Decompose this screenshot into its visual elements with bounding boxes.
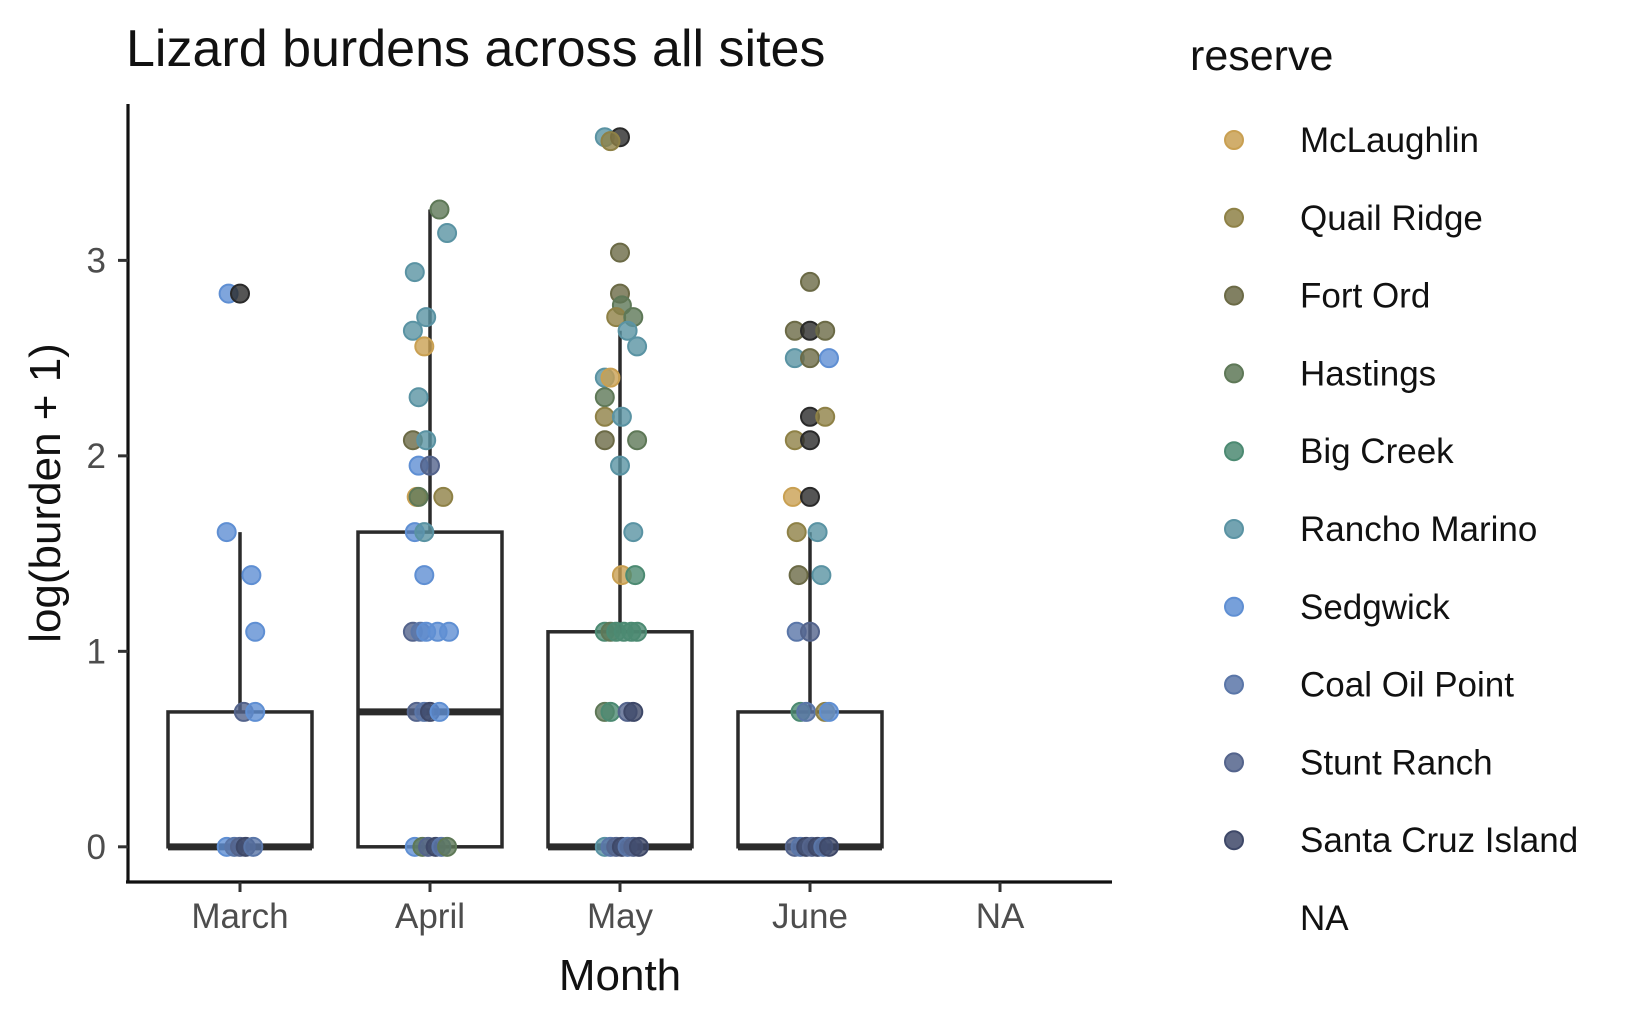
legend-key: [1224, 363, 1244, 384]
data-point: [610, 455, 630, 476]
data-point: [594, 430, 615, 451]
legend-key: [1224, 130, 1244, 150]
y-axis-ticks: 0 1 2 3: [87, 241, 128, 867]
data-point: [241, 565, 262, 586]
legend-key: [1224, 519, 1244, 539]
data-point: [815, 406, 836, 427]
x-axis-title: Month: [559, 951, 681, 1000]
legend-key: [1224, 752, 1244, 773]
data-point: [617, 320, 638, 341]
data-point: [627, 430, 648, 451]
data-point: [800, 486, 820, 507]
box-iqr: [356, 530, 504, 849]
data-point: [629, 836, 649, 857]
legend-label: Fort Ord: [1300, 277, 1430, 316]
data-point: [625, 565, 646, 586]
legend-label: Santa Cruz Island: [1300, 821, 1578, 860]
y-tick-label: 1: [87, 632, 106, 671]
data-point: [429, 199, 450, 220]
legend-label: Big Creek: [1300, 432, 1454, 471]
data-point: [627, 336, 648, 357]
data-point: [420, 455, 440, 476]
legend-key: [1224, 674, 1244, 695]
x-axis-ticks: March April May June NA: [191, 882, 1025, 936]
data-point: [439, 621, 459, 642]
data-point: [216, 522, 237, 543]
box-iqr: [546, 630, 694, 849]
data-point: [414, 336, 435, 357]
legend: McLaughlin Quail Ridge Fort Ord Hastings Big…: [1224, 121, 1578, 938]
data-point: [433, 486, 454, 507]
x-tick-label: April: [395, 897, 465, 936]
legend-label: Stunt Ranch: [1300, 743, 1493, 782]
data-point: [414, 522, 435, 543]
data-point: [819, 701, 839, 722]
legend-key: [1224, 596, 1244, 617]
legend-label: NA: [1300, 899, 1349, 938]
y-tick-label: 3: [87, 241, 106, 280]
x-tick-label: NA: [976, 897, 1025, 936]
data-point: [627, 621, 648, 642]
y-tick-label: 0: [87, 828, 106, 867]
data-point: [807, 522, 828, 543]
x-tick-label: June: [772, 897, 848, 936]
data-point: [594, 387, 615, 408]
legend-key: [1224, 830, 1244, 851]
data-point: [414, 565, 435, 586]
data-point: [800, 271, 820, 292]
data-point: [404, 262, 425, 283]
legend-key: [1224, 285, 1244, 306]
legend-key: [1224, 207, 1244, 228]
data-point: [815, 320, 836, 341]
data-point: [800, 430, 820, 451]
legend-label: McLaughlin: [1300, 121, 1479, 160]
data-point: [623, 701, 644, 722]
data-point: [819, 348, 839, 369]
data-point: [594, 406, 615, 427]
chart-title: Lizard burdens across all sites: [126, 20, 825, 78]
legend-key: [1224, 441, 1244, 462]
data-point: [782, 486, 803, 507]
x-tick-label: May: [587, 897, 654, 936]
data-point: [623, 522, 644, 543]
data-point: [800, 621, 820, 642]
legend-label: Sedgwick: [1300, 588, 1450, 627]
data-point: [429, 701, 450, 722]
data-point: [611, 406, 632, 427]
data-point: [819, 836, 839, 857]
y-axis-title: log(burden + 1): [21, 343, 70, 643]
data-point: [600, 131, 621, 152]
data-point: [437, 836, 458, 857]
data-point: [786, 522, 807, 543]
data-point: [796, 701, 817, 722]
legend-label: Hastings: [1300, 354, 1436, 393]
data-point: [408, 486, 429, 507]
data-point: [610, 242, 630, 263]
legend-label: Rancho Marino: [1300, 510, 1537, 549]
legend-label: Coal Oil Point: [1300, 666, 1514, 705]
data-point: [245, 621, 266, 642]
data-point: [243, 836, 264, 857]
data-point: [416, 430, 437, 451]
data-point: [788, 565, 809, 586]
data-point: [811, 565, 832, 586]
data-point: [408, 387, 429, 408]
data-point: [800, 348, 820, 369]
data-point: [600, 701, 621, 722]
data-point: [245, 701, 266, 722]
y-tick-label: 2: [87, 437, 106, 476]
data-point: [437, 223, 458, 244]
legend-label: Quail Ridge: [1300, 199, 1483, 238]
legend-title: reserve: [1190, 32, 1333, 80]
data-point: [230, 283, 250, 304]
data-point: [416, 307, 437, 328]
box-iqr: [166, 710, 314, 849]
x-tick-label: March: [191, 897, 288, 936]
box-iqr: [736, 710, 884, 849]
data-point: [600, 367, 621, 388]
point-layer: [216, 127, 839, 857]
data-point: [402, 320, 423, 341]
box-layer: [166, 209, 884, 851]
